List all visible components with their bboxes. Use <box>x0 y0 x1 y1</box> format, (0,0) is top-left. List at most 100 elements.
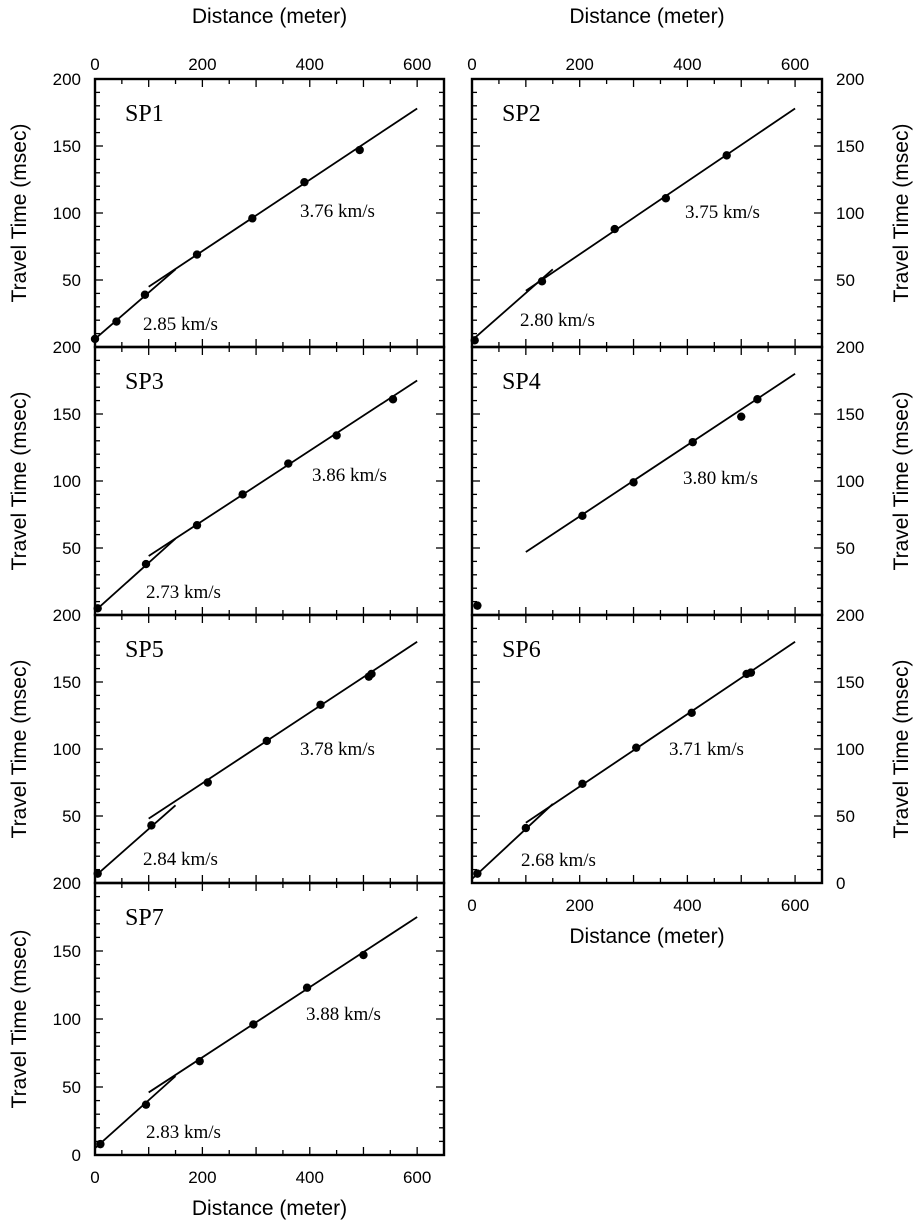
data-point <box>355 145 364 155</box>
fit-line <box>471 803 554 880</box>
y-tick-label: 200 <box>53 70 81 89</box>
panel-title: SP2 <box>502 101 541 127</box>
data-point <box>203 778 212 787</box>
data-point <box>687 708 696 718</box>
fit-line <box>94 268 177 340</box>
data-point <box>578 779 587 789</box>
velocity-label: 3.80 km/s <box>683 468 758 489</box>
y-tick-label: 150 <box>53 137 81 156</box>
y-tick-label: 0 <box>72 1146 81 1165</box>
data-point <box>688 437 697 447</box>
data-point <box>367 669 376 679</box>
data-point <box>661 194 671 203</box>
x-axis-label: Distance (meter) <box>192 1197 347 1220</box>
y-axis-label: Travel Time (msec) <box>8 930 31 1109</box>
data-point <box>192 250 202 259</box>
data-point <box>140 290 150 299</box>
data-point <box>141 559 151 569</box>
y-tick-label: 50 <box>836 271 855 290</box>
x-tick-label: 600 <box>403 1168 431 1187</box>
x-tick-label: 600 <box>403 55 431 74</box>
x-tick-label: 400 <box>296 55 324 74</box>
y-tick-label: 200 <box>53 606 81 625</box>
velocity-label: 3.78 km/s <box>300 739 375 760</box>
data-point <box>359 950 368 960</box>
data-point <box>93 604 102 613</box>
x-tick-label: 400 <box>673 55 701 74</box>
x-tick-label: 200 <box>566 896 594 915</box>
x-tick-label: 200 <box>188 1168 216 1187</box>
y-tick-label: 200 <box>53 874 81 893</box>
y-tick-label: 100 <box>836 740 864 759</box>
velocity-label: 2.68 km/s <box>521 850 596 871</box>
fit-line <box>94 537 177 612</box>
y-axis-label: Travel Time (msec) <box>8 124 31 303</box>
x-tick-label: 0 <box>467 55 476 74</box>
x-tick-label: 600 <box>781 896 809 915</box>
velocity-label: 2.84 km/s <box>143 849 218 870</box>
panel-title: SP3 <box>125 369 164 395</box>
y-tick-label: 50 <box>836 807 855 826</box>
y-axis-label: Travel Time (msec) <box>8 660 31 839</box>
velocity-label: 3.88 km/s <box>306 1004 381 1025</box>
y-tick-label: 150 <box>836 673 864 692</box>
data-point <box>90 334 100 344</box>
velocity-label: 3.86 km/s <box>312 465 387 486</box>
fit-line <box>525 373 796 553</box>
panel-title: SP1 <box>125 101 164 127</box>
fit-line <box>148 641 418 820</box>
data-point <box>262 736 272 746</box>
x-tick-label: 0 <box>90 1168 99 1187</box>
data-point <box>316 700 325 709</box>
data-point <box>249 1020 258 1029</box>
y-tick-label: 100 <box>836 204 864 223</box>
data-point <box>521 823 531 833</box>
data-point <box>284 459 293 468</box>
velocity-label: 3.76 km/s <box>300 201 375 222</box>
y-axis-label: Travel Time (msec) <box>890 660 913 839</box>
y-tick-label: 0 <box>836 874 845 893</box>
y-tick-label: 200 <box>836 338 864 357</box>
data-point <box>147 821 156 830</box>
x-tick-label: 600 <box>781 55 809 74</box>
y-tick-label: 200 <box>53 338 81 357</box>
data-point <box>96 1139 105 1149</box>
fit-line <box>525 107 796 292</box>
data-point <box>610 224 619 234</box>
velocity-label: 3.75 km/s <box>685 202 760 223</box>
y-axis-label: Travel Time (msec) <box>890 392 913 571</box>
data-point <box>578 511 587 521</box>
data-point <box>537 277 547 286</box>
y-tick-label: 50 <box>62 271 81 290</box>
x-tick-label: 0 <box>467 896 476 915</box>
panel-title: SP7 <box>125 905 164 931</box>
data-point <box>141 1100 151 1109</box>
fit-line <box>94 1075 177 1149</box>
panel-sp2: 0 200 400 600 50 100 150 200 Distance (meter) Tra… <box>467 5 913 349</box>
panel-sp1: 0 200 400 600 50 100 150 200 Distance (meter) Tra… <box>8 5 446 349</box>
panel-title: SP6 <box>502 637 541 663</box>
x-tick-label: 200 <box>566 55 594 74</box>
data-point <box>632 743 641 752</box>
velocity-label: 3.71 km/s <box>669 739 744 760</box>
velocity-label: 2.80 km/s <box>520 310 595 331</box>
y-tick-label: 100 <box>53 204 81 223</box>
data-point <box>238 490 247 499</box>
velocity-label: 2.85 km/s <box>143 314 218 335</box>
data-point <box>195 1056 204 1066</box>
velocity-label: 2.83 km/s <box>146 1122 221 1143</box>
y-tick-label: 100 <box>836 472 864 491</box>
data-point <box>388 395 398 404</box>
data-point <box>302 983 312 992</box>
y-tick-label: 50 <box>62 1078 81 1097</box>
y-tick-label: 150 <box>53 673 81 692</box>
panel-sp3: 50 100 150 200 Travel Time (msec) SP3 2.73 km/… <box>8 338 446 617</box>
y-tick-label: 50 <box>836 539 855 558</box>
x-axis-label: Distance (meter) <box>569 925 724 948</box>
y-tick-label: 50 <box>62 807 81 826</box>
y-tick-label: 200 <box>836 606 864 625</box>
data-point <box>473 601 482 610</box>
data-point <box>629 478 638 487</box>
panel-title: SP5 <box>125 637 164 663</box>
